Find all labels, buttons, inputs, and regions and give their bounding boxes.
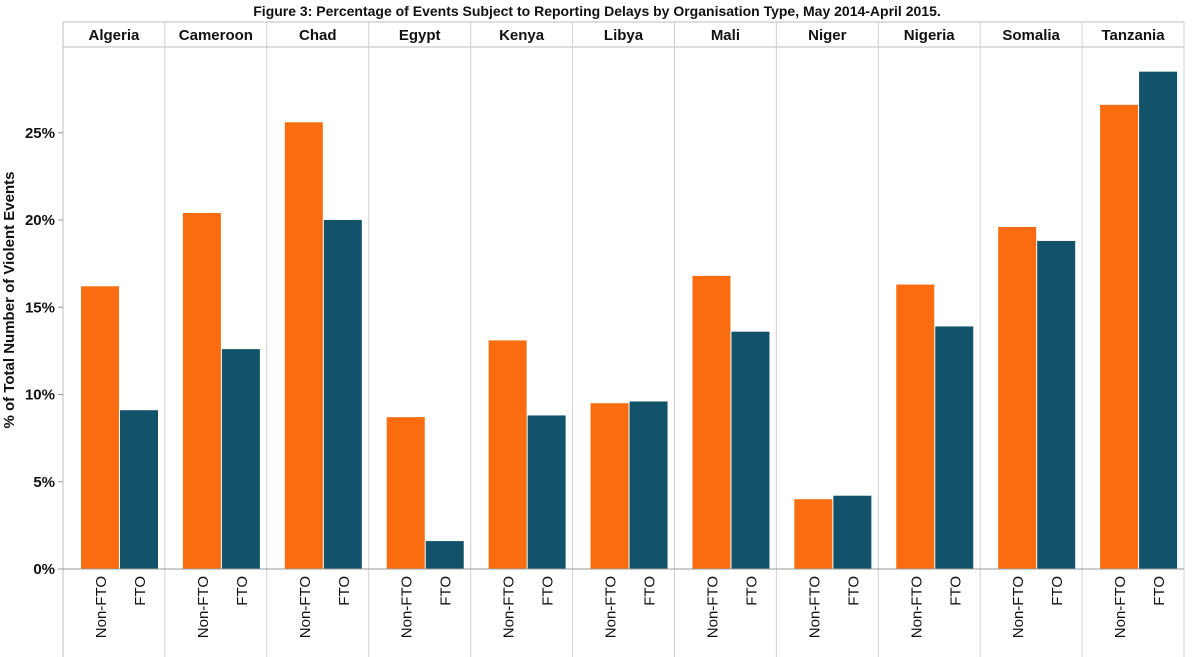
y-tick-label: 20% — [25, 212, 55, 229]
y-tick-label: 10% — [25, 387, 55, 404]
y-tick-label: 15% — [25, 299, 55, 316]
x-category-label: FTO — [540, 576, 557, 606]
panel-label: Mali — [711, 27, 740, 44]
y-axis-title: % of Total Number of Violent Events — [1, 172, 18, 429]
x-category-label: Non-FTO — [806, 576, 823, 638]
x-category-label: Non-FTO — [1010, 576, 1027, 638]
non-fto-bar — [896, 284, 935, 569]
panel-label: Egypt — [399, 27, 441, 44]
fto-bar — [1139, 71, 1178, 570]
panel-label: Niger — [808, 27, 847, 44]
x-category-label: FTO — [743, 576, 760, 606]
fto-bar — [527, 415, 566, 569]
x-category-label: FTO — [438, 576, 455, 606]
panel-label: Chad — [299, 27, 337, 44]
x-category-label: FTO — [1151, 576, 1168, 606]
non-fto-bar — [81, 286, 119, 569]
panel-label: Libya — [604, 27, 644, 44]
fto-bar — [935, 326, 974, 569]
x-category-label: FTO — [642, 576, 659, 606]
fto-bar — [629, 401, 668, 569]
x-category-label: Non-FTO — [93, 576, 110, 638]
x-category-label: Non-FTO — [704, 576, 721, 638]
fto-bar — [1037, 240, 1076, 569]
y-tick-label: 25% — [25, 125, 55, 142]
x-category-label: Non-FTO — [501, 576, 518, 638]
x-category-label: FTO — [234, 576, 251, 606]
panel-label: Somalia — [1002, 27, 1060, 44]
non-fto-bar — [284, 122, 323, 569]
x-category-label: Non-FTO — [297, 576, 314, 638]
x-category-label: FTO — [1049, 576, 1066, 606]
fto-bar — [120, 410, 158, 569]
y-tick-label: 5% — [33, 474, 55, 491]
panel-label: Kenya — [499, 27, 545, 44]
x-category-label: FTO — [132, 576, 149, 606]
non-fto-bar — [794, 499, 833, 569]
x-category-label: Non-FTO — [399, 576, 416, 638]
non-fto-bar — [998, 226, 1037, 570]
x-category-label: Non-FTO — [603, 576, 620, 638]
fto-bar — [731, 331, 770, 569]
panel-label: Nigeria — [904, 27, 956, 44]
chart-title: Figure 3: Percentage of Events Subject t… — [253, 3, 941, 19]
non-fto-bar — [488, 340, 527, 569]
non-fto-bar — [1100, 104, 1139, 569]
plot-area: 0% 5% 10% 15% 20% 25% Algeria Non-FTO FTO Cameroo… — [25, 21, 1185, 657]
panel-label: Algeria — [89, 27, 141, 44]
non-fto-bar — [590, 403, 629, 569]
x-category-label: FTO — [845, 576, 862, 606]
x-category-label: FTO — [947, 576, 964, 606]
non-fto-bar — [182, 213, 221, 569]
x-category-label: Non-FTO — [195, 576, 212, 638]
fto-bar — [323, 220, 362, 569]
fto-bar — [425, 541, 464, 569]
y-tick-label: 0% — [33, 561, 55, 578]
x-category-label: FTO — [336, 576, 353, 606]
x-category-label: Non-FTO — [908, 576, 925, 638]
panel-label: Tanzania — [1102, 27, 1166, 44]
fto-bar — [833, 495, 872, 569]
non-fto-bar — [386, 417, 425, 569]
x-category-label: Non-FTO — [1112, 576, 1129, 638]
non-fto-bar — [692, 275, 731, 569]
fto-bar — [221, 349, 260, 569]
panel-label: Cameroon — [179, 27, 253, 44]
